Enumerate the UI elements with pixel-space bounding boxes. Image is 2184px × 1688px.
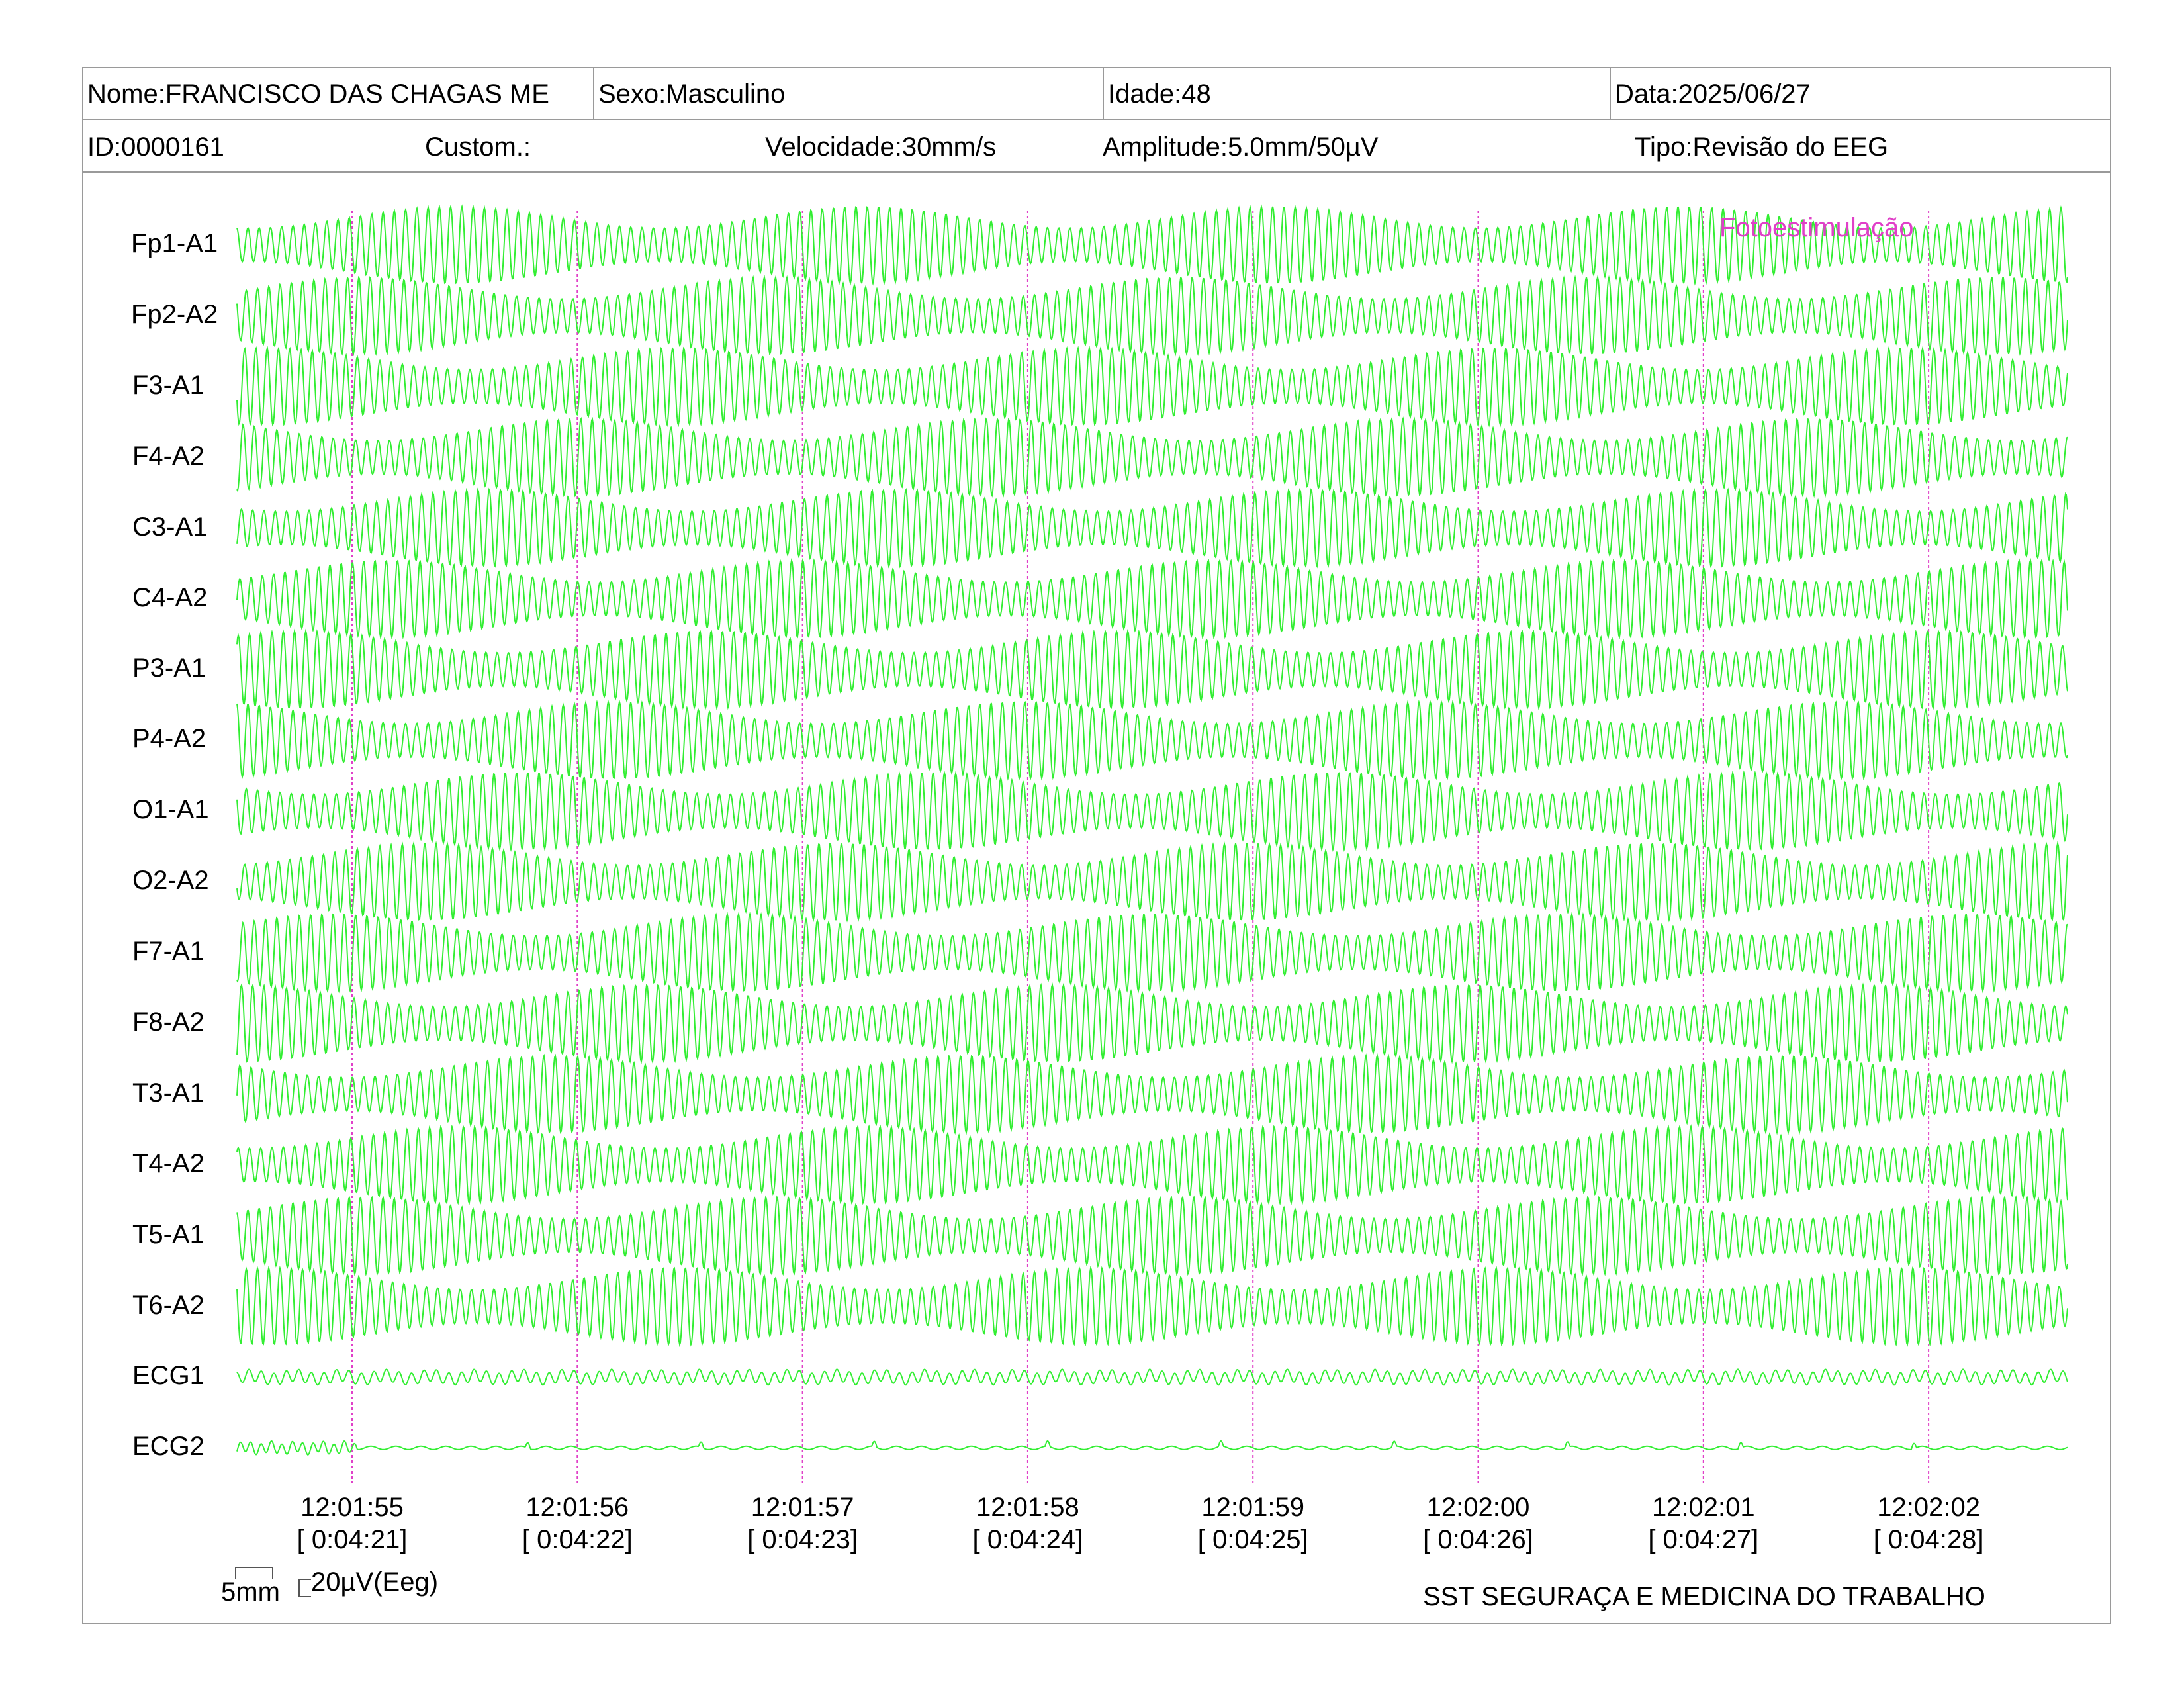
channel-label: T3-A1 (132, 1078, 205, 1107)
trace-t3-a1 (236, 1053, 2068, 1135)
clock-time-label: 12:01:56 (525, 1493, 629, 1522)
patient-sex: Sexo:Masculino (593, 68, 1103, 119)
channel-label: O1-A1 (132, 795, 209, 825)
channel-label: C4-A2 (132, 583, 208, 612)
trace-ecg1 (236, 1368, 2068, 1386)
trace-fp2-a2 (236, 275, 2068, 357)
channel-label: P3-A1 (132, 653, 206, 683)
channel-label: Fp1-A1 (131, 229, 218, 258)
header-row-1: Nome:FRANCISCO DAS CHAGAS ME Sexo:Mascul… (83, 68, 2110, 120)
report-frame: Nome:FRANCISCO DAS CHAGAS ME Sexo:Mascul… (82, 67, 2111, 1624)
patient-id: ID:0000161 (87, 132, 224, 162)
channel-label: F3-A1 (132, 370, 205, 400)
channel-label: ECG2 (132, 1432, 205, 1462)
custom-field: Custom.: (425, 132, 531, 162)
channel-label: F8-A2 (132, 1007, 205, 1037)
trace-t6-a2 (236, 1265, 2068, 1348)
trace-f8-a2 (236, 982, 2068, 1064)
record-date: Data:2025/06/27 (1610, 68, 2111, 119)
clock-time-label: 12:01:57 (751, 1493, 854, 1522)
channel-label: C3-A1 (132, 512, 208, 541)
scale-amplitude-label: 20µV(Eeg) (311, 1568, 439, 1597)
channel-label: T6-A2 (132, 1290, 205, 1320)
amplitude-setting: Amplitude:5.0mm/50µV (1103, 132, 1379, 162)
trace-p4-a2 (236, 699, 2068, 782)
trace-o2-a2 (236, 841, 2068, 923)
calibration-scale-bar (235, 1567, 311, 1597)
clock-time-label: 12:02:00 (1426, 1493, 1530, 1522)
trace-t4-a2 (236, 1124, 2068, 1206)
clock-time-label: 12:02:01 (1651, 1493, 1755, 1522)
channel-label: F7-A1 (132, 937, 205, 966)
channel-label: T4-A2 (132, 1149, 205, 1178)
elapsed-time-label: [ 0:04:28] (1873, 1525, 1984, 1554)
elapsed-time-label: [ 0:04:25] (1197, 1525, 1308, 1554)
elapsed-time-label: [ 0:04:27] (1648, 1525, 1759, 1554)
trace-c3-a1 (236, 487, 2068, 569)
scale-amplitude-bracket (298, 1579, 311, 1597)
elapsed-time-label: [ 0:04:23] (747, 1525, 858, 1554)
trace-f3-a1 (236, 346, 2068, 428)
scale-time-bracket (235, 1567, 273, 1579)
header-row-2: ID:0000161 Custom.: Velocidade:30mm/s Am… (83, 120, 2110, 173)
channel-label: F4-A2 (132, 441, 205, 471)
trace-p3-a1 (236, 628, 2068, 711)
channel-label: P4-A2 (132, 724, 206, 754)
clock-time-label: 12:01:59 (1201, 1493, 1305, 1522)
trace-o1-a1 (236, 770, 2068, 853)
photic-stimulation-marker: Fotoestimulação (1719, 213, 1914, 242)
patient-name: Nome:FRANCISCO DAS CHAGAS ME (87, 79, 549, 109)
patient-age: Idade:48 (1103, 68, 1610, 119)
elapsed-time-label: [ 0:04:22] (522, 1525, 633, 1554)
trace-f7-a1 (236, 912, 2068, 994)
clock-time-label: 12:01:55 (300, 1493, 404, 1522)
trace-ecg2 (236, 1440, 2068, 1456)
clock-time-label: 12:01:58 (976, 1493, 1079, 1522)
elapsed-time-label: [ 0:04:21] (296, 1525, 408, 1554)
elapsed-time-label: [ 0:04:26] (1423, 1525, 1533, 1554)
trace-c4-a2 (236, 557, 2068, 640)
paper-speed: Velocidade:30mm/s (765, 132, 997, 162)
channel-label: T5-A1 (132, 1219, 205, 1249)
channel-traces (236, 204, 2068, 1456)
trace-fp1-a1 (236, 204, 2068, 286)
trace-t5-a1 (236, 1194, 2068, 1277)
channel-label: Fp2-A2 (131, 299, 218, 329)
clock-time-label: 12:02:02 (1877, 1493, 1980, 1522)
review-type: Tipo:Revisão do EEG (1635, 132, 1889, 162)
elapsed-time-label: [ 0:04:24] (972, 1525, 1083, 1554)
channel-label: ECG1 (132, 1361, 205, 1391)
trace-f4-a2 (236, 416, 2068, 498)
scale-time-label: 5mm (221, 1577, 280, 1607)
channel-label: O2-A2 (132, 866, 209, 896)
footer-clinic-name: SST SEGURAÇA E MEDICINA DO TRABALHO (1423, 1582, 1985, 1611)
